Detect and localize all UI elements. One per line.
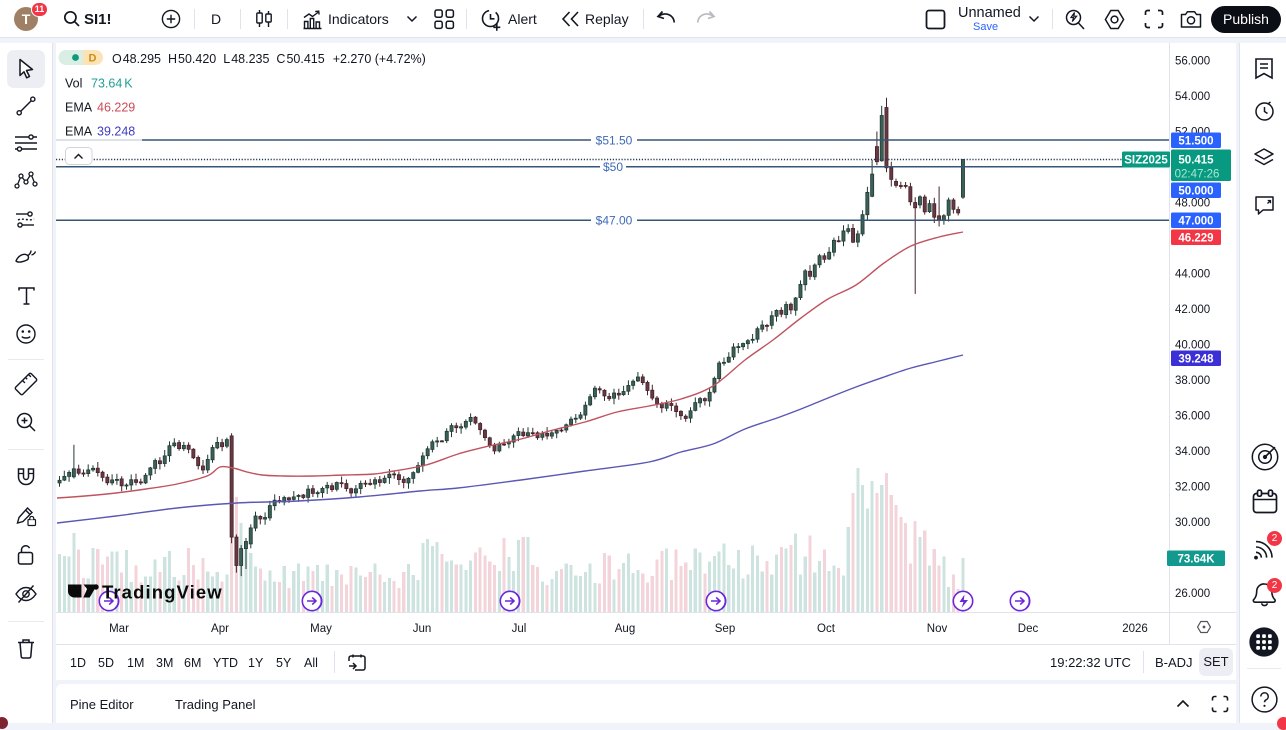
svg-text:May: May	[310, 623, 332, 635]
svg-text:Vol: Vol	[65, 77, 82, 91]
svg-text:EMA: EMA	[65, 125, 93, 139]
svg-text:Mar: Mar	[109, 623, 129, 635]
svg-text:02:47:26: 02:47:26	[1175, 169, 1220, 181]
svg-text:D: D	[89, 53, 97, 65]
svg-text:Jul: Jul	[512, 623, 527, 635]
svg-text:44.000: 44.000	[1175, 269, 1210, 281]
svg-text:$51.50: $51.50	[596, 134, 633, 148]
svg-text:EMA: EMA	[65, 101, 93, 115]
svg-text:$47.00: $47.00	[596, 214, 633, 228]
svg-text:34.000: 34.000	[1175, 446, 1210, 458]
svg-text:TradingView: TradingView	[102, 582, 223, 603]
svg-text:Aug: Aug	[615, 623, 635, 635]
svg-text:73.64K: 73.64K	[1177, 553, 1215, 565]
svg-text:39.248: 39.248	[1178, 353, 1214, 365]
svg-text:2026: 2026	[1122, 623, 1148, 635]
svg-text:Oct: Oct	[817, 623, 836, 635]
svg-text:Nov: Nov	[927, 623, 948, 635]
svg-text:47.000: 47.000	[1178, 215, 1213, 227]
svg-text:46.229: 46.229	[97, 101, 135, 115]
svg-text:Jun: Jun	[413, 623, 432, 635]
svg-text:56.000: 56.000	[1175, 56, 1210, 68]
svg-text:32.000: 32.000	[1175, 482, 1210, 494]
svg-text:40.000: 40.000	[1175, 340, 1210, 352]
svg-text:30.000: 30.000	[1175, 517, 1210, 529]
svg-text:54.000: 54.000	[1175, 91, 1210, 103]
svg-text:38.000: 38.000	[1175, 375, 1210, 387]
svg-text:46.229: 46.229	[1178, 232, 1213, 244]
svg-text:Apr: Apr	[211, 623, 229, 635]
svg-text:Dec: Dec	[1018, 623, 1039, 635]
svg-text:42.000: 42.000	[1175, 304, 1210, 316]
svg-text:$50: $50	[603, 160, 623, 174]
svg-text:39.248: 39.248	[97, 125, 135, 139]
svg-text:26.000: 26.000	[1175, 588, 1210, 600]
svg-text:50.000: 50.000	[1178, 185, 1213, 197]
svg-text:73.64K: 73.64K	[91, 77, 133, 91]
svg-text:Sep: Sep	[715, 623, 735, 635]
svg-text:SIZ2025: SIZ2025	[1124, 155, 1168, 167]
svg-text:51.500: 51.500	[1178, 135, 1213, 147]
svg-text:50.415: 50.415	[1178, 155, 1214, 167]
svg-text:36.000: 36.000	[1175, 411, 1210, 423]
svg-text:48.000: 48.000	[1175, 198, 1210, 210]
